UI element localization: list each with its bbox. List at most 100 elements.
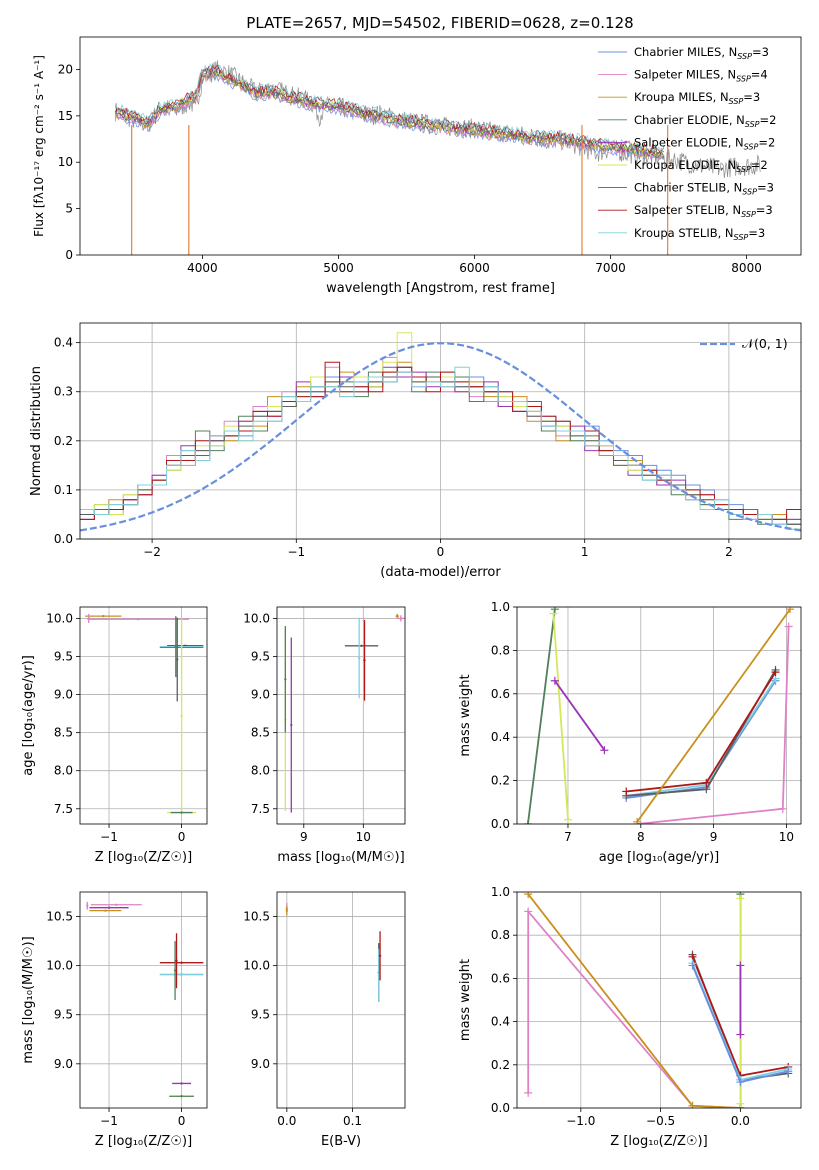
weight-marker: [736, 1078, 745, 1087]
data-point: [290, 723, 293, 727]
weight-line: [554, 680, 606, 751]
x-tick-label: 10: [356, 830, 371, 844]
plot-area: [86, 901, 204, 1098]
legend-label: Salpeter ELODIE, NSSP=2: [634, 135, 775, 151]
axes-frame: [276, 606, 406, 825]
y-tick-label: 5: [65, 202, 73, 216]
weight-line: [637, 626, 790, 824]
y-tick-label: 0.2: [491, 1058, 510, 1072]
axes-frame: [516, 606, 802, 825]
y-tick-label: 10.0: [46, 611, 73, 625]
y-tick-label: 0.4: [54, 336, 73, 350]
y-tick-label: 0.0: [491, 1101, 510, 1115]
data-point: [363, 659, 366, 662]
y-tick-label: 20: [58, 62, 73, 76]
x-tick-label: −0.5: [646, 1114, 675, 1128]
plot-area: [523, 607, 795, 824]
data-point: [285, 909, 289, 912]
y-axis-label: Normed distribution: [29, 366, 44, 496]
weight-marker: [778, 804, 787, 813]
legend-label: Salpeter STELIB, NSSP=3: [634, 203, 773, 219]
y-tick-label: 15: [58, 109, 73, 123]
residual-legend: 𝒩(0, 1): [700, 336, 788, 351]
weight-marker: [563, 815, 572, 824]
data-point: [87, 617, 90, 620]
x-tick-label: 10: [779, 830, 794, 844]
weight-line: [552, 613, 569, 820]
x-tick-label: 4000: [187, 261, 218, 275]
y-tick-label: 0.3: [54, 385, 73, 399]
x-tick-label: −2: [143, 545, 161, 559]
data-point: [378, 954, 382, 958]
legend-label: Chabrier ELODIE, NSSP=2: [634, 113, 776, 129]
weight-marker: [736, 1030, 745, 1039]
weight-marker: [736, 961, 745, 970]
weight-marker: [550, 676, 559, 685]
y-tick-label: 8.0: [54, 764, 73, 778]
plot-area: [80, 332, 801, 532]
x-tick-label: 5000: [323, 261, 354, 275]
y-axis-label: mass [log₁₀(M/M☉)]: [21, 936, 36, 1063]
legend-label: Chabrier MILES, NSSP=3: [634, 45, 769, 61]
weight-marker: [622, 787, 631, 796]
y-axis-label: Flux [fλ10⁻¹⁷ erg cm⁻² s⁻¹ A⁻¹]: [32, 55, 46, 237]
weight-marker: [524, 1088, 533, 1097]
legend-label: Chabrier STELIB, NSSP=3: [634, 181, 774, 197]
data-point: [357, 656, 361, 660]
x-axis-label: age [log₁₀(age/yr)]: [599, 850, 720, 865]
x-axis-label: E(B-V): [321, 1134, 361, 1149]
weight-marker: [736, 894, 745, 903]
y-tick-label: 10.0: [243, 959, 270, 973]
data-point: [180, 1095, 183, 1098]
x-tick-label: 8000: [731, 261, 762, 275]
x-tick-label: 7: [564, 830, 572, 844]
data-point: [175, 959, 178, 962]
x-axis-label: Z [log₁₀(Z/Z☉)]: [95, 850, 192, 865]
y-tick-label: 9.5: [54, 1008, 73, 1022]
data-point: [173, 969, 177, 972]
y-tick-label: 0: [65, 248, 73, 262]
weight-line: [636, 608, 791, 823]
x-axis-label: Z [log₁₀(Z/Z☉)]: [610, 1134, 707, 1149]
data-point: [180, 961, 183, 964]
legend-label: Kroupa STELIB, NSSP=3: [634, 226, 765, 242]
y-tick-label: 10.0: [46, 959, 73, 973]
y-tick-label: 10.5: [243, 910, 270, 924]
weight-marker: [736, 1099, 745, 1108]
x-tick-label: 6000: [459, 261, 490, 275]
spectrum-model-line: [115, 65, 665, 156]
y-tick-label: 0.1: [54, 483, 73, 497]
x-tick-label: −1.0: [566, 1114, 595, 1128]
plot-area: [284, 613, 405, 813]
y-axis-label: mass weight: [458, 959, 473, 1041]
y-tick-label: 9.5: [251, 649, 270, 663]
data-point: [104, 909, 107, 912]
y-tick-label: 7.5: [251, 802, 270, 816]
weight-marker: [600, 746, 609, 755]
weight-marker: [633, 817, 642, 824]
legend-label: Kroupa MILES, NSSP=3: [634, 90, 760, 106]
y-tick-label: 0.2: [54, 434, 73, 448]
y-tick-label: 10.5: [46, 910, 73, 924]
data-point: [180, 973, 183, 976]
data-point: [377, 974, 380, 977]
axes-frame: [79, 36, 802, 256]
x-tick-label: −1: [100, 830, 118, 844]
y-tick-label: 0.8: [491, 643, 510, 657]
x-tick-label: 0: [178, 830, 186, 844]
mass-ebv-panel: 0.0 0.1 9.0 9.5 10.0 10.5 E(B-V): [243, 891, 406, 1149]
x-tick-label: 2: [725, 545, 733, 559]
weight-marker: [688, 1101, 697, 1108]
weight-marker: [784, 1067, 793, 1076]
mass-metallicity-panel: −1 0 9.0 9.5 10.0 10.5 Z [log₁₀(Z/Z☉)] mass [lo…: [21, 891, 208, 1149]
y-tick-label: 7.5: [54, 802, 73, 816]
plot-area: [115, 60, 761, 255]
y-tick-label: 9.0: [54, 1057, 73, 1071]
x-tick-label: 9: [710, 830, 718, 844]
normal-curve: [80, 342, 801, 532]
data-point: [176, 658, 179, 661]
spectrum-model-line: [115, 62, 665, 153]
spectrum-model-line: [115, 65, 665, 155]
x-axis-label: wavelength [Angstrom, rest frame]: [326, 281, 555, 296]
weight-marker: [771, 668, 780, 677]
